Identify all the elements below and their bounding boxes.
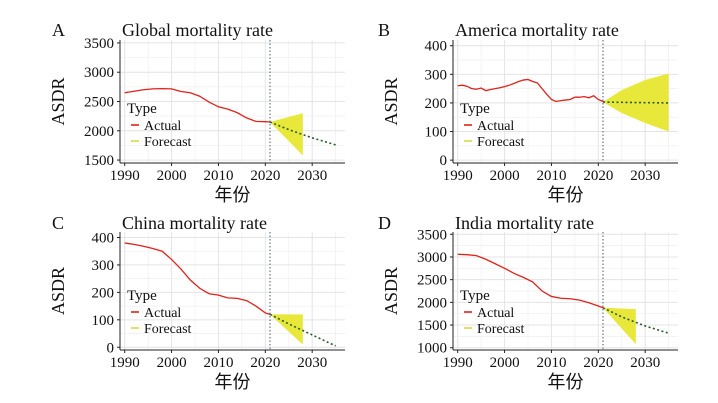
x-tick-label: 2000 bbox=[157, 355, 187, 371]
y-tick-label: 0 bbox=[440, 153, 448, 169]
grid bbox=[120, 232, 345, 350]
legend-label-forecast: Forecast bbox=[144, 135, 192, 150]
y-axis-label: ASDR bbox=[381, 267, 401, 315]
y-tick-label: 2000 bbox=[417, 295, 447, 311]
y-tick-label: 400 bbox=[92, 230, 115, 246]
forecast-interval-band bbox=[270, 113, 303, 156]
y-tick-label: 2500 bbox=[417, 273, 447, 289]
grid bbox=[453, 232, 678, 350]
x-axis-label: 年份 bbox=[215, 185, 251, 205]
x-axis-label: 年份 bbox=[548, 372, 584, 392]
y-tick-label: 0 bbox=[107, 340, 115, 356]
legend-title: Type bbox=[127, 101, 157, 117]
y-tick-label: 200 bbox=[425, 96, 448, 112]
x-axis-label: 年份 bbox=[548, 185, 584, 205]
forecast-interval-band bbox=[603, 307, 636, 345]
x-tick-label: 2020 bbox=[583, 168, 613, 184]
x-tick-label: 1990 bbox=[110, 168, 140, 184]
y-tick-label: 2500 bbox=[84, 95, 114, 111]
chart-panel-a: 1990 2000 2010 2020 2030 1500 2000 2500 3000 3500… bbox=[48, 20, 345, 205]
y-tick-label: 100 bbox=[92, 313, 115, 329]
legend-title: Type bbox=[460, 101, 490, 117]
y-axis-label: ASDR bbox=[48, 77, 68, 125]
chart-panel-c: 1990 2000 2010 2020 2030 0 100 200 300 400 C China … bbox=[48, 213, 345, 392]
legend-label-actual: Actual bbox=[477, 306, 514, 321]
chart-title: America mortality rate bbox=[455, 20, 619, 40]
x-tick-label: 2020 bbox=[583, 355, 613, 371]
x-tick-label: 2030 bbox=[630, 355, 660, 371]
y-tick-label: 300 bbox=[92, 258, 115, 274]
chart-title: Global mortality rate bbox=[122, 20, 273, 40]
legend-label-actual: Actual bbox=[477, 119, 514, 134]
y-tick-label: 100 bbox=[425, 125, 448, 141]
legend-label-forecast: Forecast bbox=[477, 322, 525, 337]
y-tick-label: 200 bbox=[92, 285, 115, 301]
forecast-interval-band bbox=[270, 314, 303, 345]
x-tick-label: 2020 bbox=[250, 168, 280, 184]
legend-label-forecast: Forecast bbox=[144, 322, 192, 337]
panel-letter: B bbox=[378, 20, 390, 40]
y-tick-label: 1500 bbox=[84, 153, 114, 169]
x-tick-label: 1990 bbox=[110, 355, 140, 371]
actual-series-line bbox=[457, 253, 604, 309]
plot-area bbox=[120, 232, 345, 350]
legend-title: Type bbox=[460, 288, 490, 304]
x-tick-label: 1990 bbox=[443, 168, 473, 184]
x-tick-label: 2020 bbox=[250, 355, 280, 371]
x-tick-label: 2010 bbox=[536, 168, 566, 184]
x-tick-label: 2030 bbox=[297, 168, 327, 184]
legend-title: Type bbox=[127, 288, 157, 304]
forecast-series-line bbox=[269, 121, 336, 146]
y-tick-label: 1500 bbox=[417, 318, 447, 334]
y-tick-label: 1000 bbox=[417, 341, 447, 357]
y-tick-label: 400 bbox=[425, 39, 448, 55]
x-tick-label: 2030 bbox=[630, 168, 660, 184]
chart-title: India mortality rate bbox=[455, 213, 594, 233]
y-tick-label: 3500 bbox=[417, 227, 447, 243]
chart-title: China mortality rate bbox=[122, 213, 267, 233]
panel-letter: A bbox=[52, 20, 65, 40]
legend-label-forecast: Forecast bbox=[477, 135, 525, 150]
y-tick-label: 300 bbox=[425, 67, 448, 83]
x-tick-label: 2010 bbox=[536, 355, 566, 371]
x-tick-label: 1990 bbox=[443, 355, 473, 371]
x-tick-label: 2000 bbox=[490, 355, 520, 371]
y-tick-label: 3000 bbox=[84, 65, 114, 81]
y-tick-label: 2000 bbox=[84, 124, 114, 140]
y-tick-label: 3000 bbox=[417, 250, 447, 266]
chart-panel-b: 1990 2000 2010 2020 2030 0 100 200 300 400 B Americ… bbox=[378, 20, 678, 205]
x-tick-label: 2000 bbox=[157, 168, 187, 184]
legend-label-actual: Actual bbox=[144, 119, 181, 134]
actual-series-line bbox=[124, 87, 271, 123]
y-axis-label: ASDR bbox=[48, 267, 68, 315]
actual-series-line bbox=[457, 78, 604, 103]
forecast-series-line bbox=[602, 101, 669, 104]
y-axis-label: ASDR bbox=[381, 77, 401, 125]
forecast-series-line bbox=[602, 307, 669, 334]
x-tick-label: 2000 bbox=[490, 168, 520, 184]
panel-letter: C bbox=[52, 213, 64, 233]
x-tick-label: 2010 bbox=[203, 168, 233, 184]
forecast-series-line bbox=[269, 313, 336, 347]
y-tick-label: 3500 bbox=[84, 36, 114, 52]
panel-letter: D bbox=[378, 213, 391, 233]
chart-panel-d: 1990 2000 2010 2020 2030 1000 1500 2000 2500 3000… bbox=[378, 213, 678, 392]
legend-label-actual: Actual bbox=[144, 306, 181, 321]
actual-series-line bbox=[124, 242, 271, 315]
x-axis-label: 年份 bbox=[215, 372, 251, 392]
grid bbox=[120, 40, 345, 163]
x-tick-label: 2010 bbox=[203, 355, 233, 371]
x-tick-label: 2030 bbox=[297, 355, 327, 371]
